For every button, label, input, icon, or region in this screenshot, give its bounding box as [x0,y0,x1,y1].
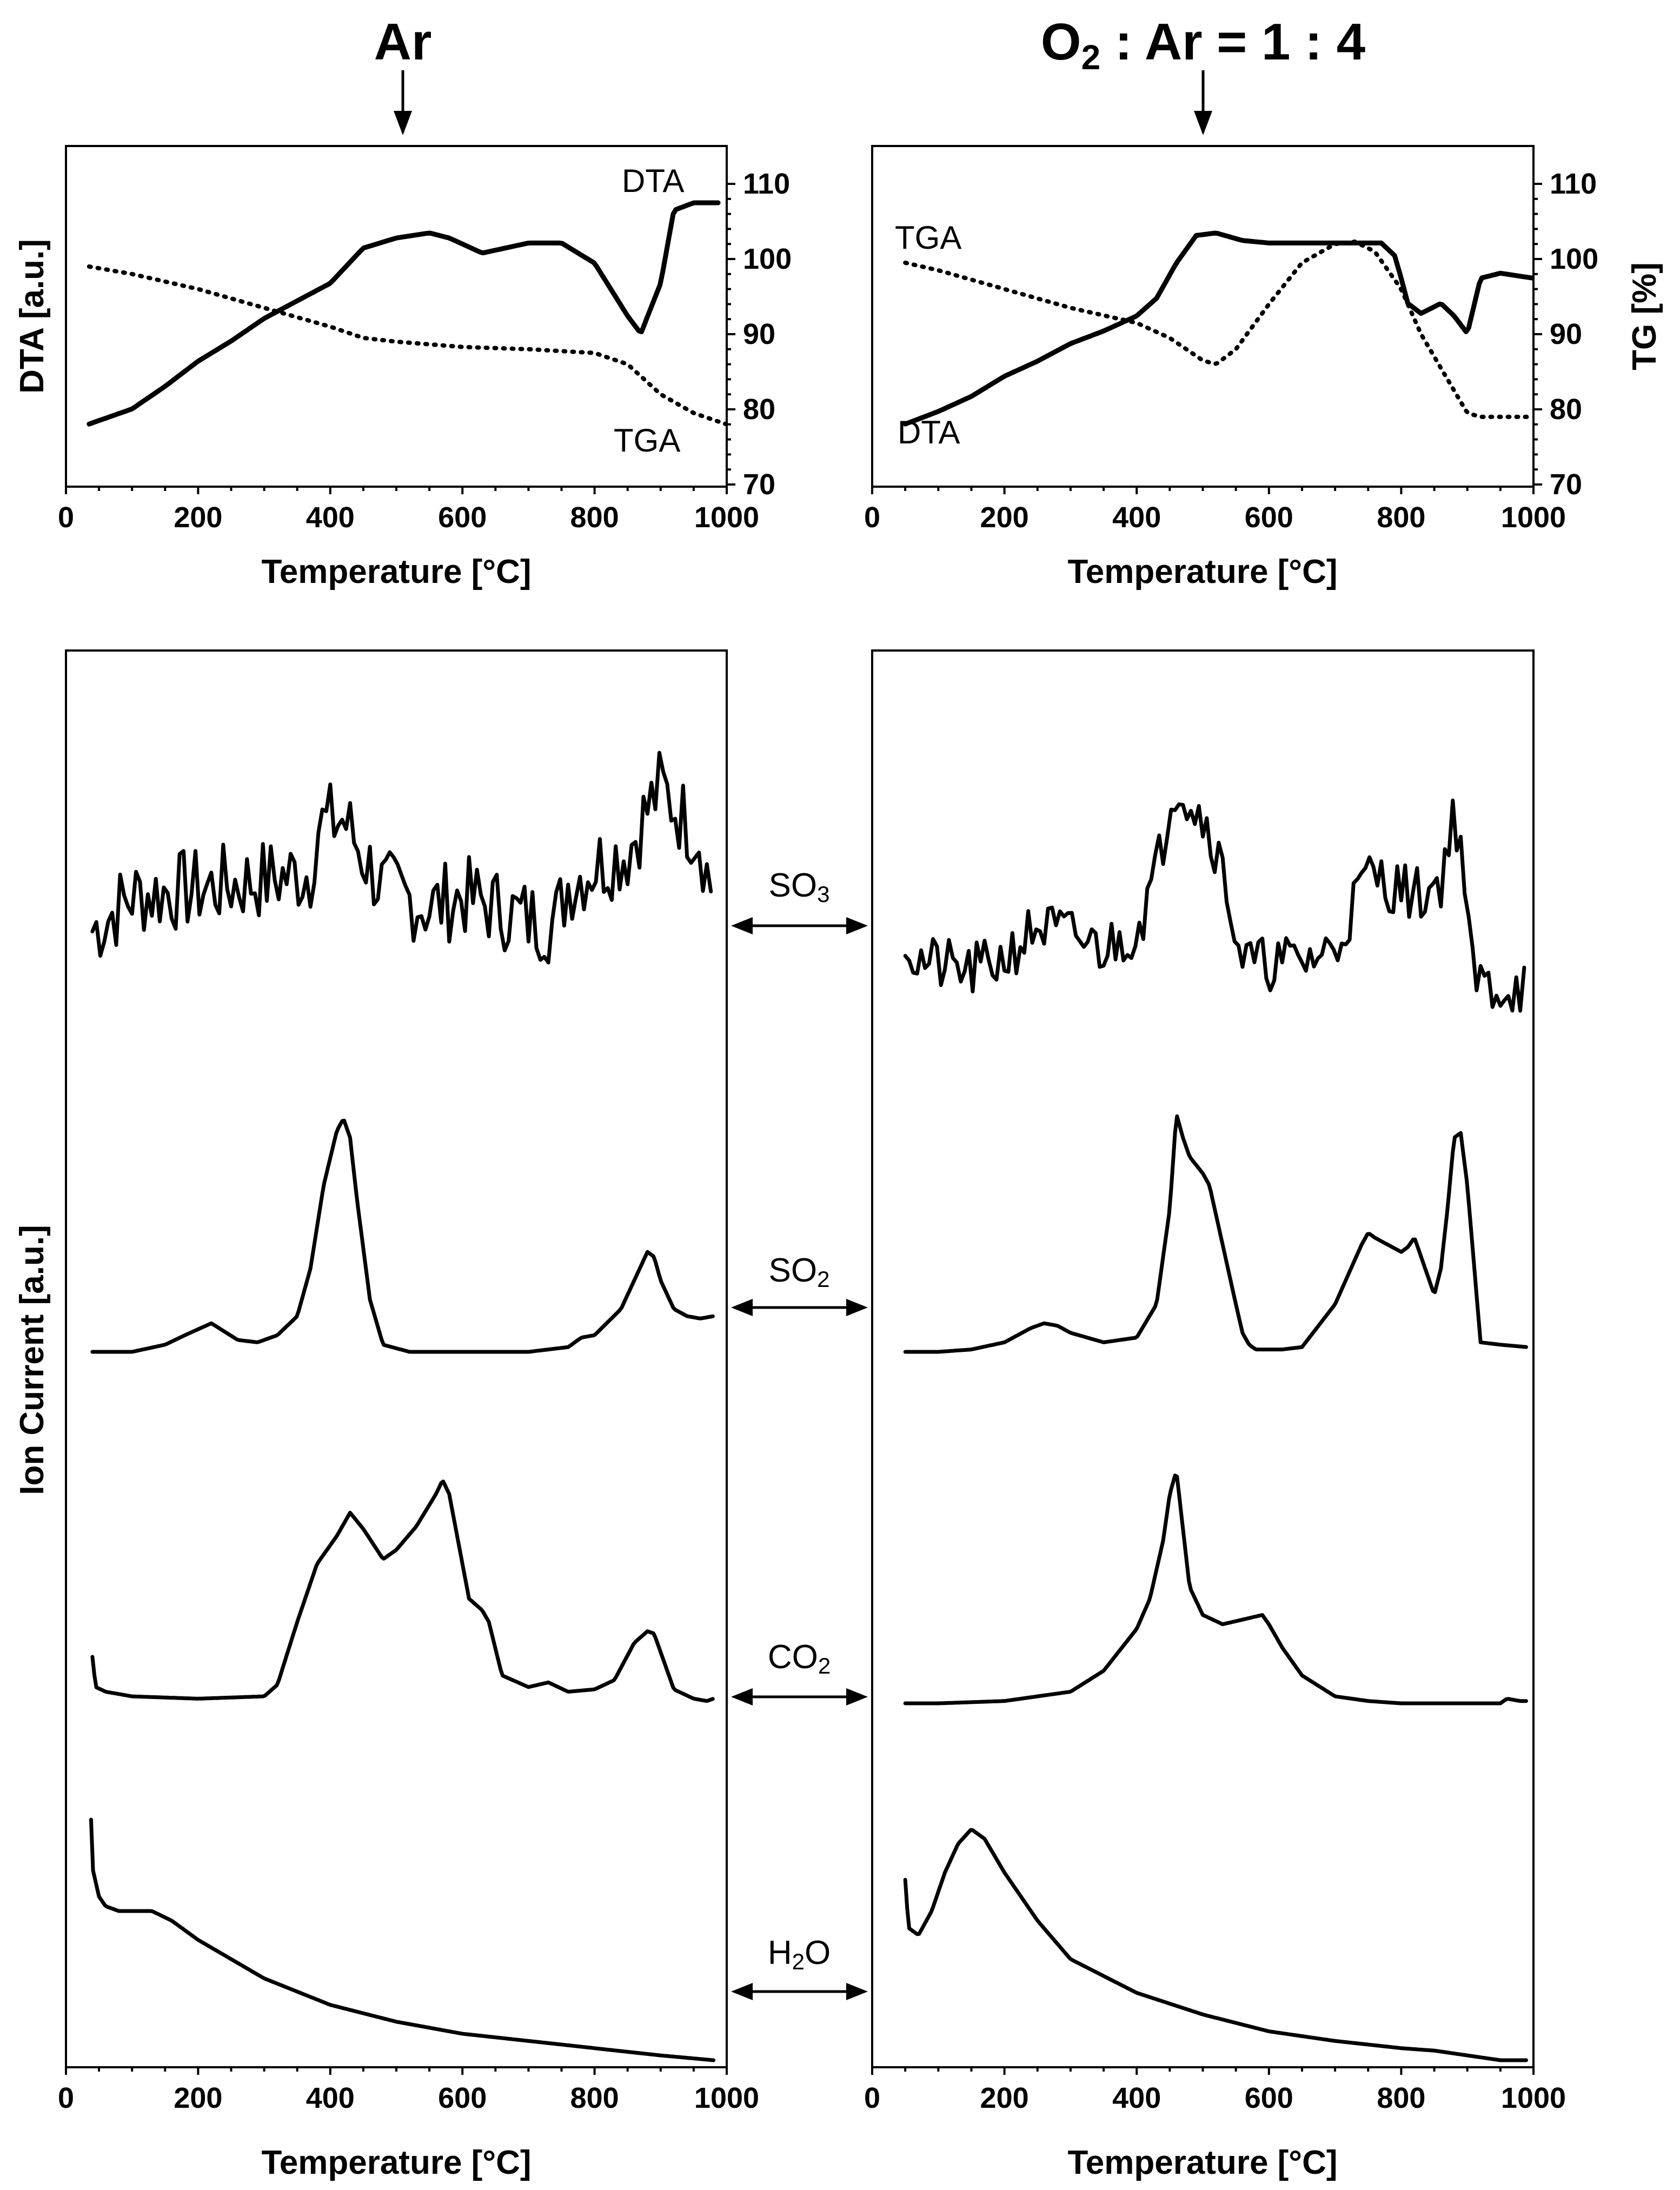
plot-frame [871,145,1535,488]
so3-trace [903,798,1526,1013]
tga-curve [87,264,728,427]
title-rest: : Ar = 1 : 4 [1100,13,1365,71]
title-o-subscript: 2 [1081,38,1101,77]
dta-curve [902,230,1535,427]
y-tick-label: 90 [1550,318,1582,350]
x-ticks: 0 200 400 600 800 1000 [58,2067,759,2114]
gas-label-text: SO3 [769,867,830,907]
x-tick-label: 200 [174,2082,222,2114]
x-tick-label: 600 [438,501,487,534]
x-tick-label: 200 [980,501,1029,534]
gas-label-co2: CO2 [731,1638,868,1705]
dta-curve [87,200,721,427]
x-ticks: 0 200 400 600 800 1000 [864,2067,1566,2114]
panel-title-o2-ar: O2 : Ar = 1 : 4 [1041,13,1365,77]
ms-plot-o2-ar: 0 200 400 600 800 1000 [864,649,1566,2114]
title-o: O [1041,13,1081,71]
ion-current-axis-label: Ion Current [a.u.] [14,1225,51,1495]
x-tick-label: 200 [980,2082,1029,2114]
thermal-plot-o2-ar: 0 200 400 600 800 1000 70 80 90 100 110 [864,145,1598,534]
x-tick-label: 1000 [694,2082,759,2114]
gas-label-text: H2O [768,1934,831,1974]
gas-label-so2: SO2 [731,1252,868,1316]
x-tick-label: 600 [1245,501,1293,534]
x-tick-label: 0 [864,501,880,534]
x-ticks: 0 200 400 600 800 1000 [864,487,1566,534]
curve-label-dta: DTA [622,163,685,199]
x-tick-label: 400 [1112,2082,1161,2114]
arrow-left-title [394,70,412,135]
x-tick-label: 1000 [1501,2082,1566,2114]
y-tick-label: 110 [743,168,790,200]
gas-label-h2o: H2O [731,1934,868,2000]
y-ticks: 70 80 90 100 110 [727,168,792,501]
co2-trace [903,1474,1528,1705]
y-tick-label: 90 [743,318,775,350]
thermal-plot-ar: 0 200 400 600 800 1000 70 80 90 100 110 [58,145,792,534]
x-tick-label: 800 [570,501,619,534]
x-tick-label: 0 [58,501,74,534]
x-tick-label: 1000 [1501,501,1566,534]
curve-label-dta: DTA [898,414,960,450]
curve-label-tga: TGA [614,422,680,459]
gas-label-text: CO2 [768,1638,831,1678]
y-tick-label: 80 [1550,393,1582,426]
x-tick-label: 400 [306,2082,355,2114]
x-tick-label: 200 [174,501,222,534]
y-ticks: 70 80 90 100 110 [1533,168,1598,501]
ms-plot-ar: 0 200 400 600 800 1000 [58,649,759,2114]
x-tick-label: 600 [438,2082,487,2114]
so2-trace [903,1114,1528,1354]
x-tick-label: 800 [570,2082,619,2114]
tg-axis-label: TG [%] [1626,262,1663,370]
h2o-trace [903,1828,1528,2062]
co2-trace [90,1479,715,1703]
gas-label-text: SO2 [769,1252,830,1292]
x-axis-title: Temperature [°C] [1067,553,1337,590]
x-tick-label: 0 [58,2082,74,2114]
y-tick-label: 80 [743,393,775,426]
curve-label-tga: TGA [895,220,961,256]
so2-trace [90,1118,715,1354]
x-tick-label: 400 [306,501,355,534]
y-tick-label: 110 [1550,168,1597,200]
panel-title-ar: Ar [374,13,432,71]
y-tick-label: 70 [743,468,775,501]
x-tick-label: 600 [1245,2082,1293,2114]
x-ticks: 0 200 400 600 800 1000 [58,487,759,534]
y-tick-label: 100 [743,243,792,275]
tga-curve [903,239,1535,419]
x-axis-title: Temperature [°C] [261,553,531,590]
plot-frame [871,649,1535,2068]
arrow-right-title [1194,70,1212,135]
x-tick-label: 800 [1377,501,1425,534]
x-tick-label: 1000 [694,501,759,534]
h2o-trace [89,1817,716,2062]
x-axis-title: Temperature [°C] [1067,2144,1337,2181]
y-tick-label: 70 [1550,468,1582,501]
x-tick-label: 400 [1112,501,1161,534]
gas-label-so3: SO3 [731,867,868,934]
x-axis-title: Temperature [°C] [261,2144,531,2181]
x-tick-label: 0 [864,2082,880,2114]
x-tick-label: 800 [1377,2082,1425,2114]
dta-axis-label: DTA [a.u.] [14,239,51,394]
so3-trace [90,751,713,965]
y-tick-label: 100 [1550,243,1598,275]
